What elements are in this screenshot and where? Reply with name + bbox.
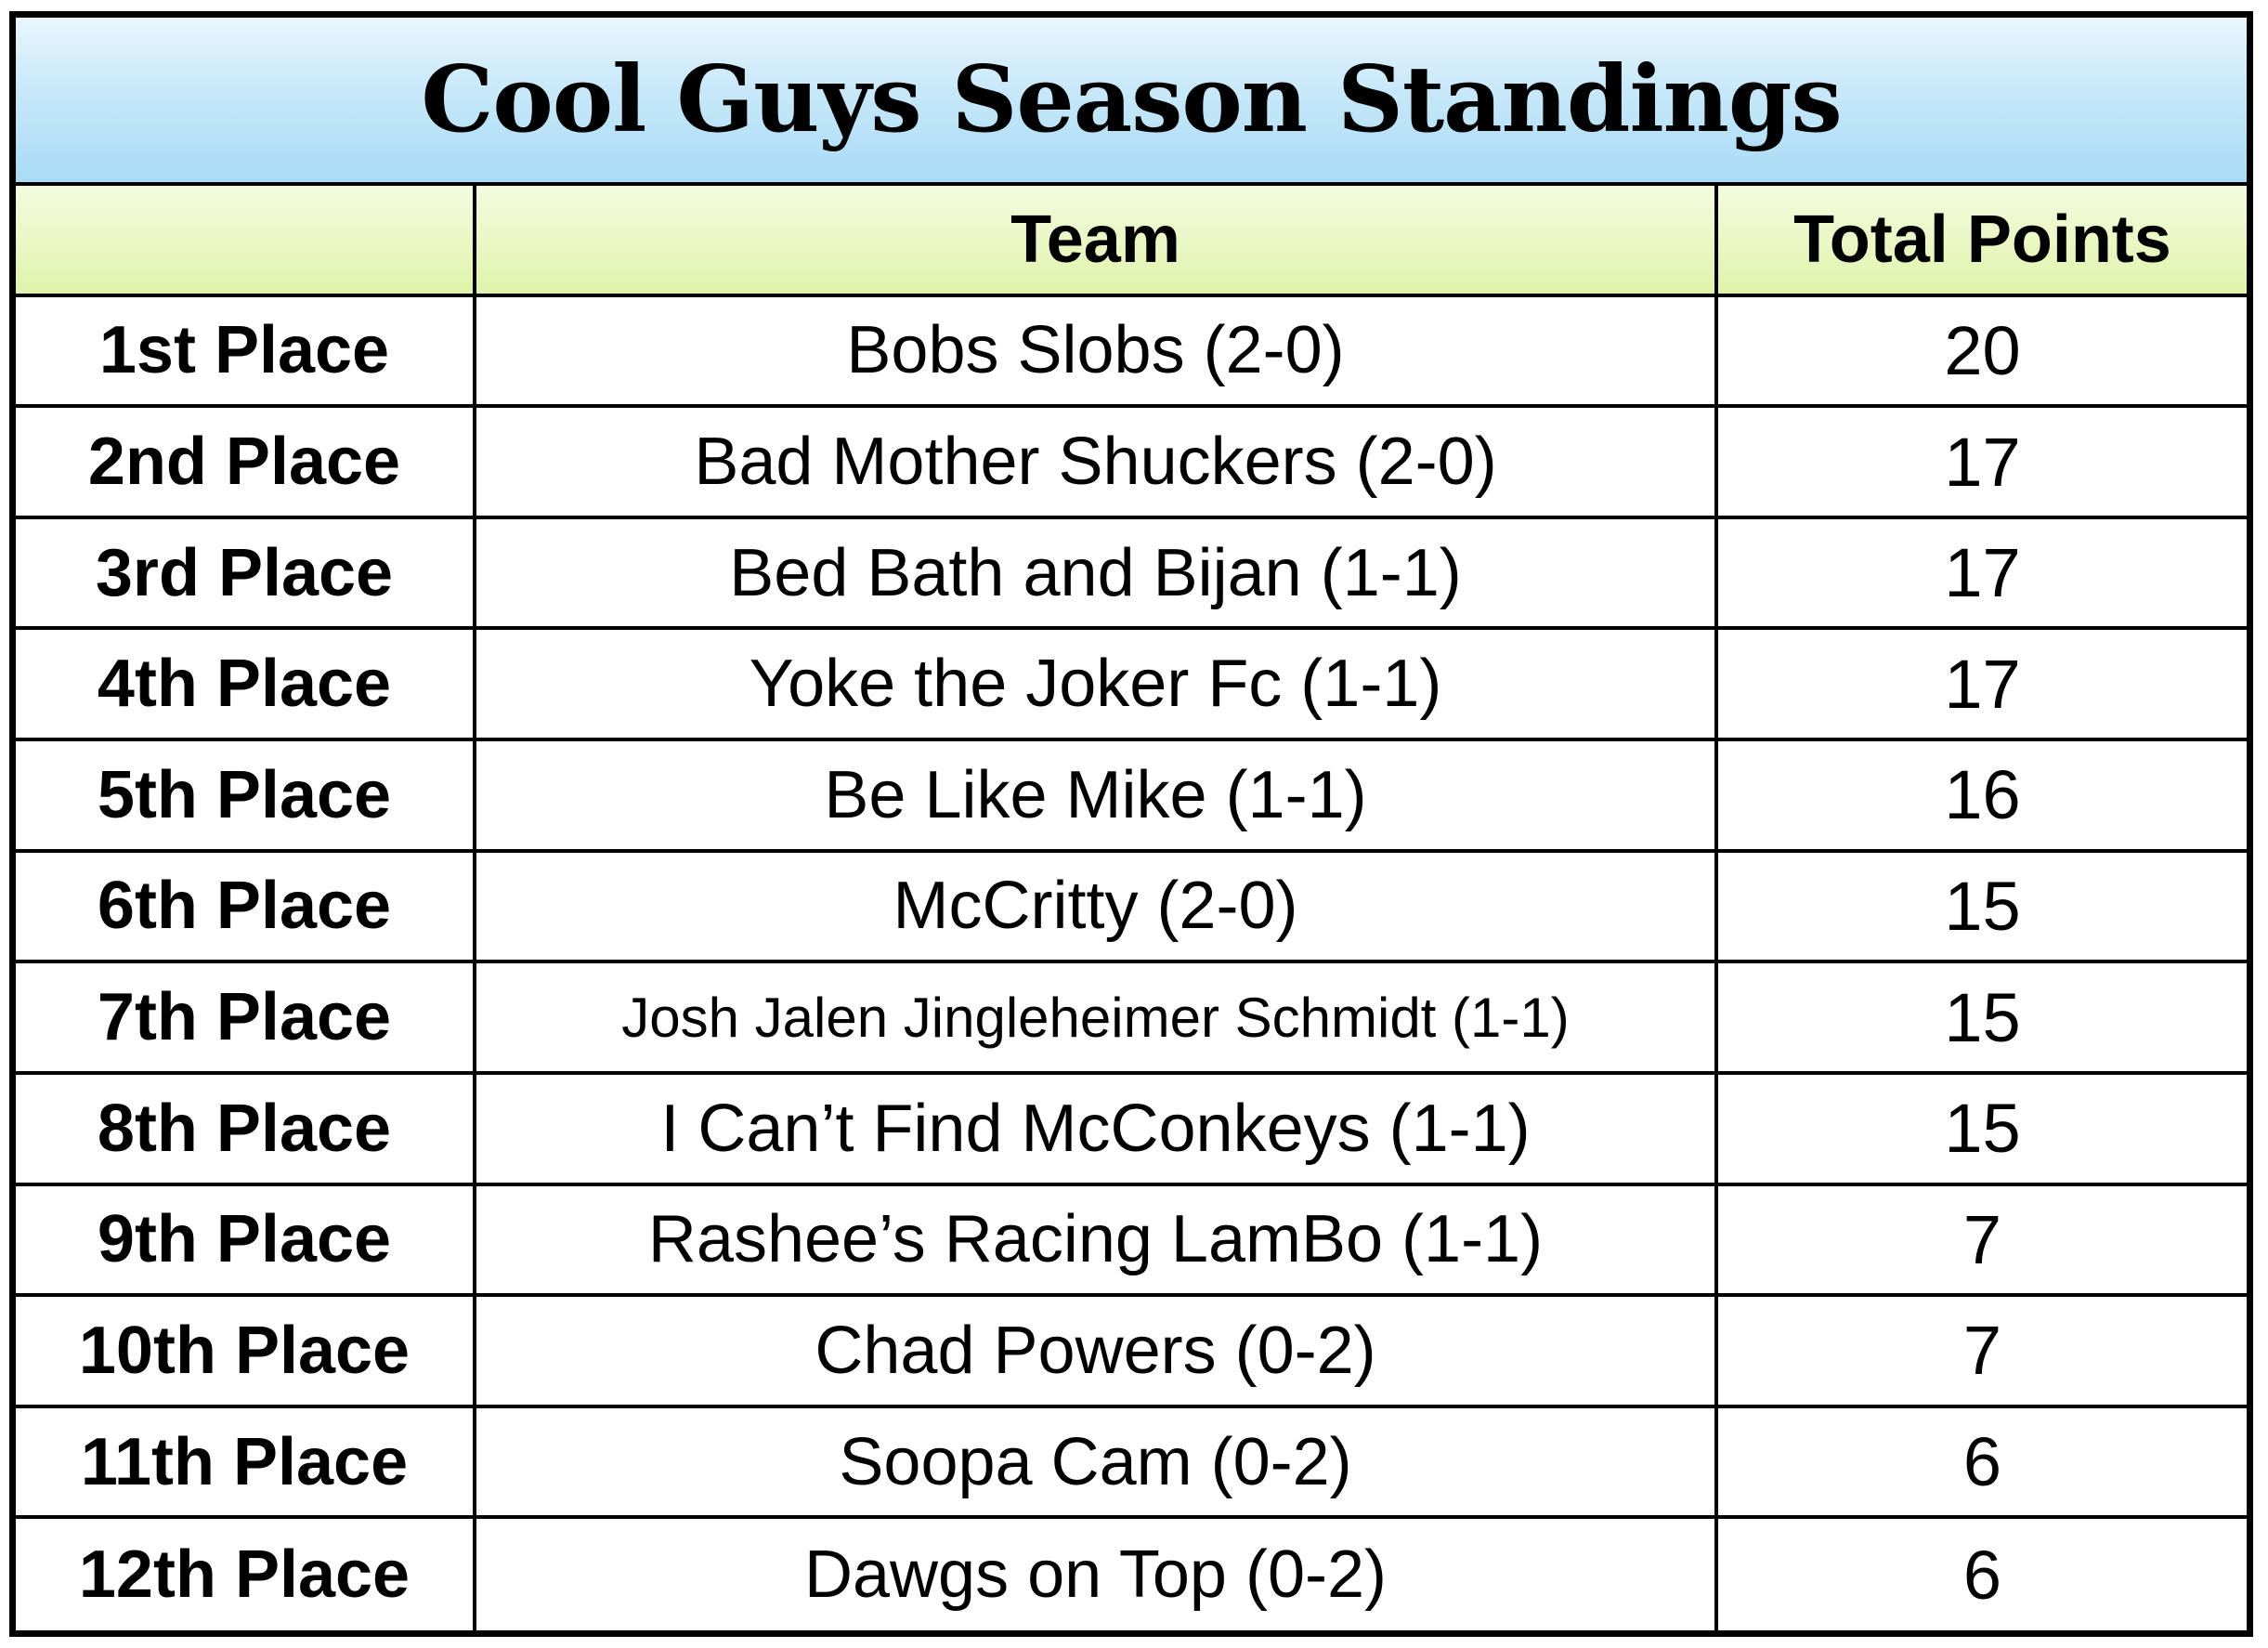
team-cell: I Can’t Find McConkeys (1-1) [476,1074,1718,1186]
points-cell: 7 [1718,1186,2247,1298]
table-title: Cool Guys Season Standings [16,18,2247,186]
team-cell: Bobs Slobs (2-0) [476,296,1718,409]
points-cell: 15 [1718,853,2247,964]
place-cell: 5th Place [16,741,476,853]
header-total-points: Total Points [1718,186,2247,297]
points-cell: 17 [1718,408,2247,519]
place-cell: 3rd Place [16,518,476,631]
team-cell: McCritty (2-0) [476,852,1718,964]
team-cell: Josh Jalen Jingleheimer Schmidt (1-1) [476,963,1718,1075]
place-cell: 6th Place [16,852,476,964]
team-cell: Rashee’s Racing LamBo (1-1) [476,1185,1718,1298]
place-cell: 9th Place [16,1185,476,1298]
points-cell: 16 [1718,741,2247,853]
points-cell: 17 [1718,630,2247,742]
team-cell: Soopa Cam (0-2) [476,1407,1718,1520]
place-cell: 11th Place [16,1407,476,1520]
points-cell: 15 [1718,963,2247,1075]
place-cell: 12th Place [16,1519,476,1630]
points-cell: 6 [1718,1408,2247,1520]
points-cell: 7 [1718,1297,2247,1408]
place-cell: 10th Place [16,1297,476,1408]
team-cell: Bed Bath and Bijan (1-1) [476,518,1718,631]
points-cell: 6 [1962,1536,2002,1614]
place-cell: 1st Place [16,296,476,409]
team-cell: Be Like Mike (1-1) [476,741,1718,853]
place-cell: 4th Place [16,630,476,742]
header-team: Team [476,186,1718,297]
place-cell: 8th Place [16,1074,476,1186]
points-cell: 17 [1718,519,2247,631]
standings-table: Cool Guys Season Standings Team Total Po… [9,11,2253,1637]
team-cell: Yoke the Joker Fc (1-1) [476,630,1718,742]
points-cell: 15 [1718,1075,2247,1186]
team-cell: Chad Powers (0-2) [476,1297,1718,1408]
place-cell: 2nd Place [16,408,476,519]
team-cell: Dawgs on Top (0-2) [476,1519,1718,1630]
place-cell: 7th Place [16,963,476,1075]
header-place [16,186,476,297]
team-cell: Bad Mother Shuckers (2-0) [476,408,1718,519]
points-cell: 20 [1718,297,2247,409]
